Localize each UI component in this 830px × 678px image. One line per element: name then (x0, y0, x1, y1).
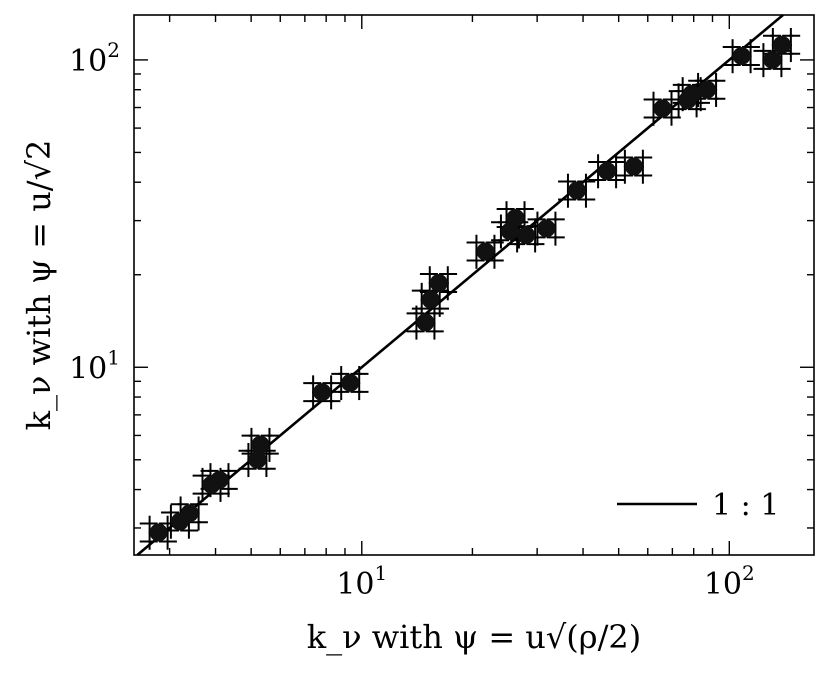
y-tick-label: 102 (69, 38, 120, 79)
data-point (248, 450, 267, 469)
data-point (763, 50, 782, 69)
data-point (210, 470, 229, 489)
data-point (682, 84, 701, 103)
data-point (653, 99, 672, 118)
y-tick-label: 101 (69, 345, 120, 386)
x-tick-label: 102 (704, 561, 755, 602)
y-tick-label-exponent: 1 (107, 345, 120, 369)
reference-line-1-1 (136, 14, 784, 556)
x-tick-label: 101 (336, 561, 387, 602)
data-point (421, 290, 440, 309)
legend-label: 1 : 1 (712, 488, 779, 523)
data-point (598, 162, 617, 181)
y-tick-label-exponent: 2 (107, 38, 120, 62)
points-layer (149, 35, 791, 542)
data-point (416, 313, 435, 332)
data-point (341, 373, 360, 392)
x-tick-label-exponent: 2 (742, 561, 755, 585)
data-point (732, 46, 751, 65)
x-axis-label: k_ν with ψ = u√(ρ/2) (307, 618, 641, 656)
ticks-layer (134, 15, 814, 555)
data-point (180, 504, 199, 523)
data-point (517, 226, 536, 245)
legend: 1 : 1 (617, 488, 779, 523)
plot-frame (133, 14, 815, 556)
x-tick-label-exponent: 1 (375, 561, 388, 585)
data-point (251, 435, 270, 454)
data-point (429, 273, 448, 292)
data-point (313, 383, 332, 402)
data-point (149, 523, 168, 542)
data-point (506, 208, 525, 227)
data-point (624, 157, 643, 176)
data-point (772, 35, 791, 54)
data-point (698, 80, 717, 99)
y-axis-label: k_ν with ψ = u/√2 (20, 140, 58, 431)
data-point (537, 219, 556, 238)
data-point (476, 242, 495, 261)
data-point (567, 181, 586, 200)
